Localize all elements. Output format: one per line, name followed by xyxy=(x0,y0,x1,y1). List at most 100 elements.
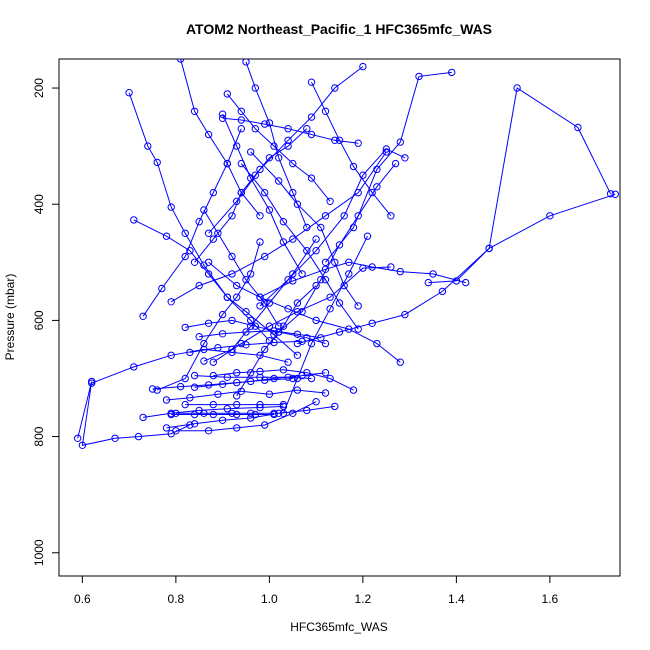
series-line xyxy=(213,369,354,391)
series-line xyxy=(325,71,452,263)
data-point xyxy=(312,316,320,325)
data-point xyxy=(513,84,521,92)
data-point xyxy=(209,235,218,243)
data-point xyxy=(256,212,264,220)
series-profile xyxy=(200,206,283,330)
series-profile xyxy=(195,327,325,342)
data-point xyxy=(359,264,367,272)
data-point xyxy=(265,299,274,307)
data-point xyxy=(340,212,348,220)
series-profile xyxy=(139,125,246,320)
series-line xyxy=(199,330,321,339)
series-line xyxy=(166,389,326,401)
data-point xyxy=(284,136,292,145)
series-profile xyxy=(237,159,362,333)
data-point xyxy=(303,369,311,377)
data-point xyxy=(289,235,297,243)
data-point xyxy=(176,382,185,391)
data-point xyxy=(153,386,161,394)
data-point xyxy=(256,293,264,301)
data-point xyxy=(195,281,203,290)
data-point xyxy=(279,409,288,417)
data-point xyxy=(345,270,353,278)
data-point xyxy=(214,229,222,238)
data-point xyxy=(204,381,213,389)
y-tick-label: 1000 xyxy=(32,539,46,566)
series-profile xyxy=(242,59,311,232)
data-point xyxy=(307,78,316,86)
data-point xyxy=(326,197,334,206)
data-point xyxy=(298,308,306,316)
data-point xyxy=(223,293,232,301)
data-point xyxy=(438,287,447,296)
data-point xyxy=(237,116,246,124)
data-point xyxy=(125,89,133,97)
series-profile xyxy=(256,145,409,310)
x-tick-label: 0.6 xyxy=(74,592,91,606)
data-point xyxy=(317,334,325,342)
data-point xyxy=(247,174,255,182)
data-point xyxy=(312,247,320,255)
series-profile xyxy=(424,84,615,287)
series-profile xyxy=(218,114,362,147)
data-point xyxy=(247,270,255,278)
data-point xyxy=(401,154,409,162)
data-point xyxy=(256,403,264,412)
series-profile xyxy=(125,89,274,345)
data-point xyxy=(172,427,180,435)
data-point xyxy=(233,424,241,432)
series-profile xyxy=(209,366,358,394)
data-point xyxy=(396,358,404,366)
series-line xyxy=(180,59,261,217)
data-point xyxy=(233,392,241,400)
data-point xyxy=(345,258,353,266)
data-point xyxy=(270,142,278,150)
data-point xyxy=(88,379,96,387)
series-profile xyxy=(148,374,297,393)
data-point xyxy=(293,200,302,208)
series-line xyxy=(428,87,612,284)
data-point xyxy=(265,154,274,162)
data-point xyxy=(289,409,297,417)
data-point xyxy=(270,327,278,335)
data-point xyxy=(181,229,189,238)
series-line xyxy=(185,319,326,345)
series-line xyxy=(166,405,335,429)
data-point xyxy=(382,145,390,153)
data-point xyxy=(228,270,236,278)
data-point xyxy=(167,203,175,211)
data-point xyxy=(307,130,316,139)
data-point xyxy=(233,378,241,387)
data-point xyxy=(321,369,330,377)
data-point xyxy=(251,84,260,92)
data-point xyxy=(335,136,344,145)
data-point xyxy=(349,162,358,171)
data-point xyxy=(242,276,250,284)
data-point xyxy=(190,420,199,428)
series-line xyxy=(77,381,191,446)
series-profile xyxy=(321,68,456,266)
data-point xyxy=(321,265,330,273)
data-point xyxy=(289,188,297,197)
series-profile xyxy=(218,110,306,278)
data-point xyxy=(233,400,241,409)
data-point xyxy=(284,373,292,381)
x-tick-label: 1.6 xyxy=(542,592,559,606)
data-point xyxy=(130,363,138,371)
data-point xyxy=(321,276,330,284)
data-point xyxy=(233,142,241,150)
data-point xyxy=(303,125,311,133)
data-point xyxy=(190,107,199,116)
data-point xyxy=(293,386,302,394)
data-point xyxy=(321,258,330,266)
series-line xyxy=(152,378,293,390)
x-tick-label: 1.4 xyxy=(448,592,465,606)
series-line xyxy=(189,340,303,353)
data-point xyxy=(293,339,302,348)
data-point xyxy=(303,406,311,415)
data-point xyxy=(606,190,615,198)
data-point xyxy=(218,330,227,338)
data-point xyxy=(391,159,400,168)
data-point xyxy=(242,59,250,66)
data-point xyxy=(200,206,208,214)
